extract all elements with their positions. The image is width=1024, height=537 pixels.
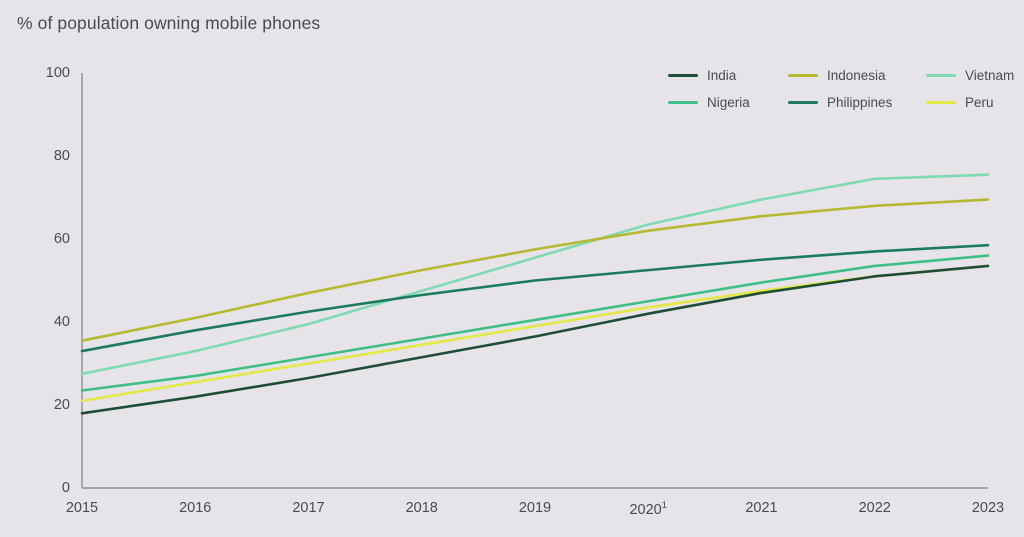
x-axis-tick-2021: 2021 [745, 500, 777, 516]
series-line-philippines [82, 245, 988, 351]
chart-legend: India Indonesia Vietnam Nigeria Philippines P… [668, 62, 1016, 116]
series-line-vietnam [82, 175, 988, 374]
x-axis-tick-2019: 2019 [519, 500, 551, 516]
legend-item-label: Indonesia [827, 68, 886, 83]
legend-item-vietnam[interactable]: Vietnam [926, 68, 1016, 83]
legend-swatch-icon [668, 74, 698, 77]
legend-item-label: Vietnam [965, 68, 1015, 83]
chart-title: % of population owning mobile phones [17, 13, 321, 33]
y-axis-tick-labels: 100 80 60 40 20 0 [12, 65, 70, 496]
x-axis-tick-2015: 2015 [66, 500, 98, 516]
legend-swatch-icon [926, 74, 956, 77]
x-axis-tick-2017: 2017 [292, 500, 324, 516]
legend-swatch-icon [788, 101, 818, 104]
x-axis-tick-2018: 2018 [406, 500, 438, 516]
x-axis-tick-year: 2023 [971, 500, 1005, 516]
legend-swatch-icon [668, 101, 698, 104]
y-axis-tick-40: 40 [53, 314, 70, 330]
x-axis-tick-2016: 2016 [179, 500, 211, 516]
x-axis-tick-year: 2021 [745, 500, 778, 516]
x-axis-tick-year: 2019 [518, 500, 552, 516]
series-line-peru [82, 266, 988, 401]
legend-item-label: Peru [965, 95, 994, 110]
legend-item-philippines[interactable]: Philippines [788, 95, 926, 110]
y-axis-tick-0: 0 [61, 480, 70, 496]
legend-item-indonesia[interactable]: Indonesia [788, 68, 926, 83]
x-axis-tick-year: 2015 [65, 500, 99, 516]
x-axis-tick-footnote-marker: 1 [661, 500, 668, 511]
legend-item-label: Philippines [827, 95, 893, 110]
legend-item-peru[interactable]: Peru [926, 95, 1016, 110]
y-axis-tick-20: 20 [53, 397, 70, 413]
x-axis-tick-year: 2018 [405, 500, 438, 516]
y-axis-tick-80: 80 [53, 148, 70, 164]
chart-series-lines [82, 73, 988, 488]
x-axis-tick-year: 2020 [629, 501, 662, 518]
y-axis-tick-60: 60 [53, 231, 70, 247]
series-line-indonesia [82, 200, 988, 341]
series-line-india [82, 266, 988, 413]
x-axis-tick-year: 2016 [179, 500, 212, 516]
x-axis-tick-labels: 2015 2016 2017 2018 2019 20201 2021 2022 2023 [66, 500, 1004, 530]
x-axis-tick-2022: 2022 [859, 500, 891, 516]
legend-item-label: Nigeria [707, 95, 750, 110]
legend-item-nigeria[interactable]: Nigeria [668, 95, 788, 110]
x-axis-tick-2020: 20201 [629, 500, 667, 518]
series-line-nigeria [82, 256, 988, 391]
legend-item-india[interactable]: India [668, 68, 788, 83]
y-axis-tick-100: 100 [45, 65, 70, 81]
legend-swatch-icon [788, 74, 818, 77]
x-axis-tick-2023: 2023 [972, 500, 1004, 516]
legend-swatch-icon [926, 101, 956, 104]
x-axis-tick-year: 2022 [858, 500, 891, 516]
x-axis-tick-year: 2017 [292, 500, 325, 516]
legend-item-label: India [707, 68, 737, 83]
